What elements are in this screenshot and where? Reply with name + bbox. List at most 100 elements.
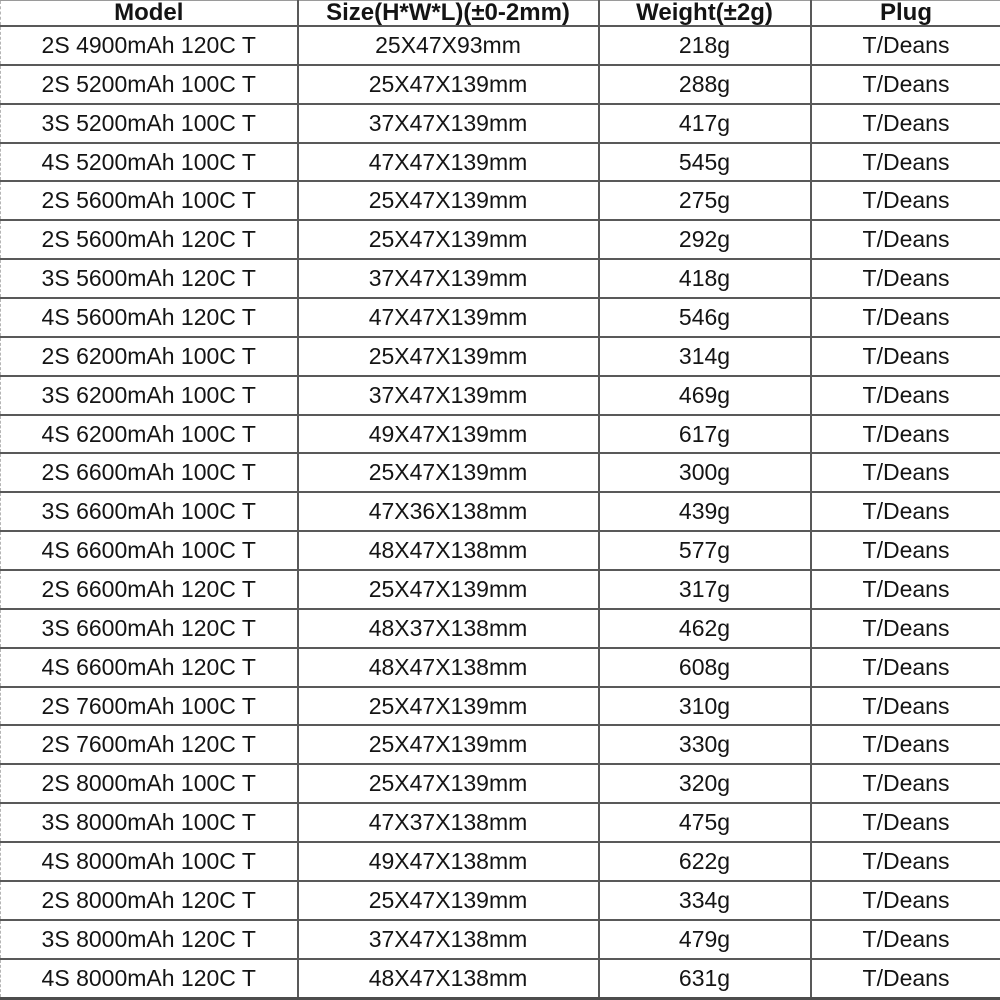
cell-model: 2S 7600mAh 100C T xyxy=(0,685,299,727)
table-row: 2S 6600mAh 120C T 25X47X139mm 317g T/Deans xyxy=(0,569,1000,610)
cell-model: 4S 5200mAh 100C T xyxy=(0,141,299,183)
table-row: 3S 8000mAh 100C T 47X37X138mm 475g T/Deans xyxy=(0,802,1000,844)
table-row: 3S 6600mAh 120C T 48X37X138mm 462g T/Deans xyxy=(0,607,1000,649)
cell-weight: 330g xyxy=(597,724,812,766)
table-row: 2S 7600mAh 100C T 25X47X139mm 310g T/Deans xyxy=(0,685,1000,727)
cell-size: 25X47X139mm xyxy=(296,452,600,494)
cell-plug: T/Deans xyxy=(809,102,1000,144)
cell-plug: T/Deans xyxy=(809,918,1000,960)
cell-model: 3S 5200mAh 100C T xyxy=(0,102,299,144)
cell-model: 4S 6600mAh 120C T xyxy=(0,646,299,688)
cell-model: 3S 8000mAh 100C T xyxy=(0,802,299,844)
table-row: 3S 5200mAh 100C T 37X47X139mm 417g T/Deans xyxy=(0,102,1000,144)
cell-plug: T/Deans xyxy=(809,258,1000,300)
cell-weight: 622g xyxy=(597,841,812,882)
cell-plug: T/Deans xyxy=(809,957,1000,1000)
table-row: 4S 5200mAh 100C T 47X47X139mm 545g T/Deans xyxy=(0,141,1000,183)
cell-weight: 292g xyxy=(597,219,812,261)
cell-weight: 577g xyxy=(597,530,812,572)
cell-size: 37X47X139mm xyxy=(296,102,600,144)
col-header-model: Model xyxy=(0,0,299,27)
cell-size: 49X47X138mm xyxy=(296,841,600,882)
cell-model: 3S 5600mAh 120C T xyxy=(0,258,299,300)
cell-model: 2S 4900mAh 120C T xyxy=(0,25,299,66)
cell-model: 2S 6600mAh 100C T xyxy=(0,452,299,494)
cell-weight: 218g xyxy=(597,25,812,66)
table-row: 3S 6600mAh 100C T 47X36X138mm 439g T/Deans xyxy=(0,491,1000,533)
header-row: Model Size(H*W*L)(±0-2mm) Weight(±2g) Pl… xyxy=(0,0,1000,27)
cell-model: 2S 5600mAh 100C T xyxy=(0,180,299,222)
cell-weight: 334g xyxy=(597,879,812,921)
cell-model: 2S 8000mAh 100C T xyxy=(0,763,299,805)
cell-plug: T/Deans xyxy=(809,879,1000,921)
cell-weight: 310g xyxy=(597,685,812,727)
cell-size: 47X37X138mm xyxy=(296,802,600,844)
cell-plug: T/Deans xyxy=(809,180,1000,222)
cell-size: 25X47X139mm xyxy=(296,63,600,105)
cell-size: 25X47X139mm xyxy=(296,569,600,610)
cell-plug: T/Deans xyxy=(809,413,1000,455)
table-row: 4S 5600mAh 120C T 47X47X139mm 546g T/Deans xyxy=(0,297,1000,338)
cell-plug: T/Deans xyxy=(809,374,1000,416)
table-row: 4S 6200mAh 100C T 49X47X139mm 617g T/Deans xyxy=(0,413,1000,455)
cell-weight: 439g xyxy=(597,491,812,533)
cell-size: 47X36X138mm xyxy=(296,491,600,533)
cell-model: 3S 8000mAh 120C T xyxy=(0,918,299,960)
cell-plug: T/Deans xyxy=(809,607,1000,649)
table-row: 4S 6600mAh 100C T 48X47X138mm 577g T/Deans xyxy=(0,530,1000,572)
cell-size: 25X47X93mm xyxy=(296,25,600,66)
table-row: 3S 8000mAh 120C T 37X47X138mm 479g T/Deans xyxy=(0,918,1000,960)
cell-size: 48X47X138mm xyxy=(296,530,600,572)
cell-size: 48X47X138mm xyxy=(296,957,600,1000)
cell-plug: T/Deans xyxy=(809,569,1000,610)
col-header-size: Size(H*W*L)(±0-2mm) xyxy=(296,0,600,27)
cell-size: 37X47X138mm xyxy=(296,918,600,960)
cell-weight: 608g xyxy=(597,646,812,688)
cell-model: 2S 6600mAh 120C T xyxy=(0,569,299,610)
table-row: 2S 8000mAh 100C T 25X47X139mm 320g T/Deans xyxy=(0,763,1000,805)
cell-weight: 300g xyxy=(597,452,812,494)
cell-weight: 546g xyxy=(597,297,812,338)
cell-plug: T/Deans xyxy=(809,763,1000,805)
cell-plug: T/Deans xyxy=(809,63,1000,105)
cell-size: 49X47X139mm xyxy=(296,413,600,455)
cell-plug: T/Deans xyxy=(809,646,1000,688)
table-row: 2S 6600mAh 100C T 25X47X139mm 300g T/Deans xyxy=(0,452,1000,494)
cell-model: 4S 6600mAh 100C T xyxy=(0,530,299,572)
table-body: 2S 4900mAh 120C T 25X47X93mm 218g T/Deans 2S… xyxy=(0,25,1000,1000)
cell-weight: 288g xyxy=(597,63,812,105)
cell-model: 2S 5200mAh 100C T xyxy=(0,63,299,105)
cell-model: 2S 5600mAh 120C T xyxy=(0,219,299,261)
cell-size: 37X47X139mm xyxy=(296,258,600,300)
cell-size: 25X47X139mm xyxy=(296,879,600,921)
table-row: 4S 8000mAh 120C T 48X47X138mm 631g T/Deans xyxy=(0,957,1000,1000)
table-row: 2S 5600mAh 100C T 25X47X139mm 275g T/Deans xyxy=(0,180,1000,222)
cell-model: 3S 6200mAh 100C T xyxy=(0,374,299,416)
cell-model: 3S 6600mAh 100C T xyxy=(0,491,299,533)
cell-model: 2S 6200mAh 100C T xyxy=(0,335,299,377)
cell-weight: 469g xyxy=(597,374,812,416)
table-row: 2S 7600mAh 120C T 25X47X139mm 330g T/Deans xyxy=(0,724,1000,766)
cell-model: 3S 6600mAh 120C T xyxy=(0,607,299,649)
cell-weight: 317g xyxy=(597,569,812,610)
cell-plug: T/Deans xyxy=(809,452,1000,494)
col-header-weight: Weight(±2g) xyxy=(597,0,812,27)
cell-plug: T/Deans xyxy=(809,724,1000,766)
cell-size: 25X47X139mm xyxy=(296,685,600,727)
cell-size: 47X47X139mm xyxy=(296,297,600,338)
cell-plug: T/Deans xyxy=(809,530,1000,572)
table-row: 3S 6200mAh 100C T 37X47X139mm 469g T/Deans xyxy=(0,374,1000,416)
cell-size: 48X47X138mm xyxy=(296,646,600,688)
cell-weight: 417g xyxy=(597,102,812,144)
cell-model: 2S 7600mAh 120C T xyxy=(0,724,299,766)
cell-size: 25X47X139mm xyxy=(296,724,600,766)
cell-size: 25X47X139mm xyxy=(296,219,600,261)
cell-weight: 475g xyxy=(597,802,812,844)
cell-plug: T/Deans xyxy=(809,841,1000,882)
table-row: 4S 6600mAh 120C T 48X47X138mm 608g T/Deans xyxy=(0,646,1000,688)
table-row: 2S 8000mAh 120C T 25X47X139mm 334g T/Deans xyxy=(0,879,1000,921)
table-row: 2S 4900mAh 120C T 25X47X93mm 218g T/Deans xyxy=(0,25,1000,66)
cell-weight: 418g xyxy=(597,258,812,300)
cell-plug: T/Deans xyxy=(809,297,1000,338)
